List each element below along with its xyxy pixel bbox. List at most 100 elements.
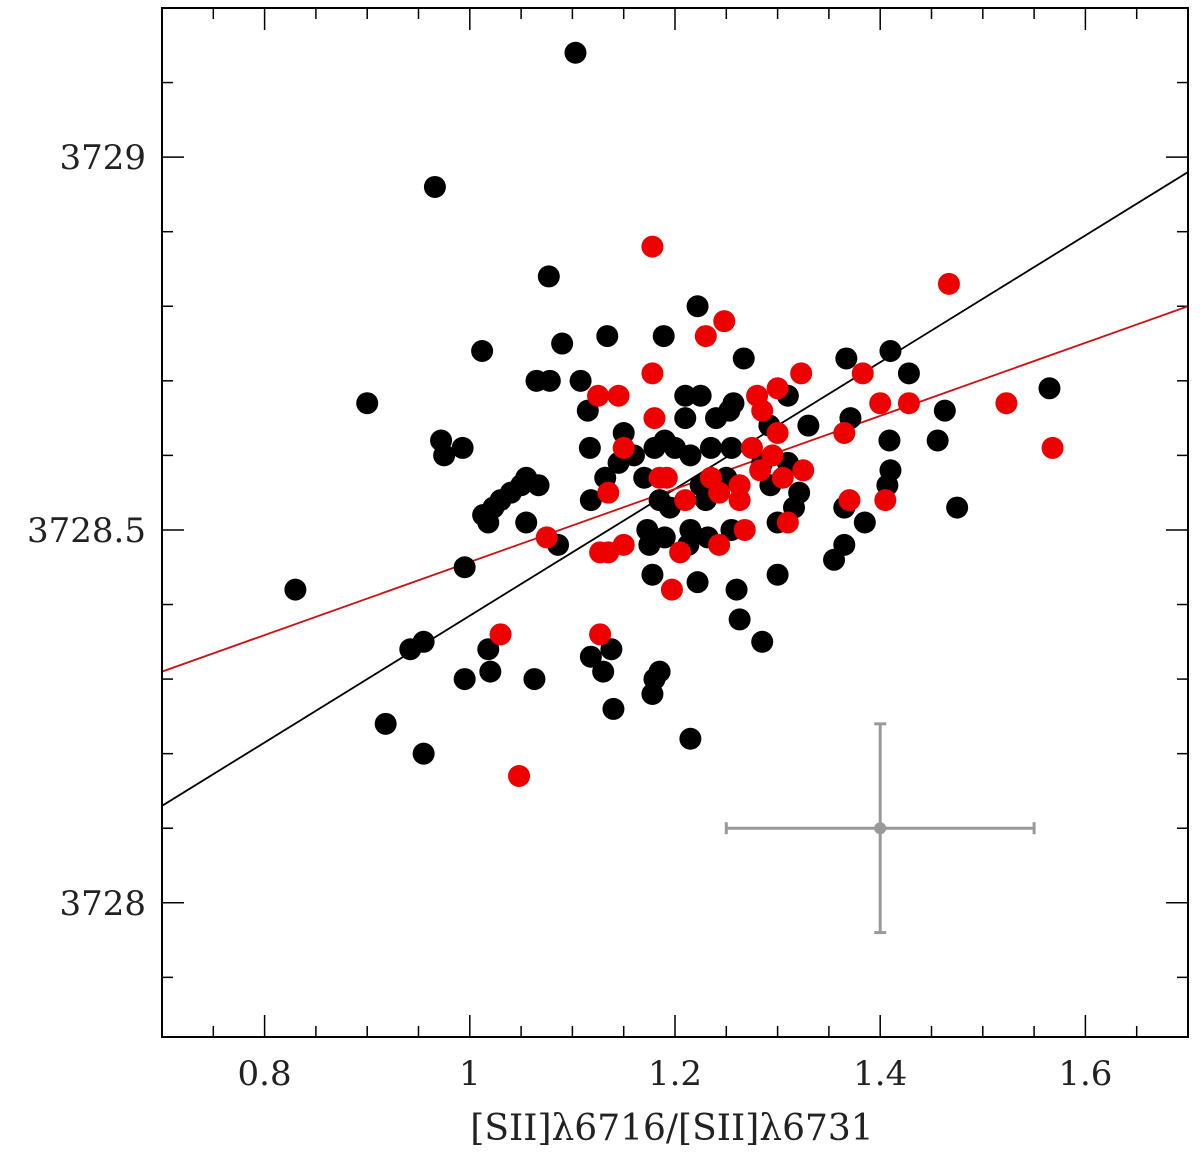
red-point bbox=[995, 392, 1018, 415]
red-point bbox=[489, 623, 512, 646]
red-point bbox=[535, 526, 558, 549]
black-point bbox=[641, 563, 664, 586]
red-point bbox=[660, 578, 683, 601]
red-point bbox=[643, 407, 666, 430]
x-axis-label: [SII]λ6716/[SII]λ6731 bbox=[470, 1108, 873, 1149]
red-point bbox=[937, 272, 960, 295]
y-tick-label: 3728.5 bbox=[27, 511, 146, 551]
red-point bbox=[740, 436, 763, 459]
black-point bbox=[569, 369, 592, 392]
black-point bbox=[592, 660, 615, 683]
black-point bbox=[766, 563, 789, 586]
red-point bbox=[792, 459, 815, 482]
black-point bbox=[579, 645, 602, 668]
red-point bbox=[751, 399, 774, 422]
red-point bbox=[851, 362, 874, 385]
black-point bbox=[933, 399, 956, 422]
black-point bbox=[878, 429, 901, 452]
black-point bbox=[718, 399, 741, 422]
red-point bbox=[897, 392, 920, 415]
red-point bbox=[766, 422, 789, 445]
red-point bbox=[641, 362, 664, 385]
red-point bbox=[641, 235, 664, 258]
red-point bbox=[733, 518, 756, 541]
black-point bbox=[853, 511, 876, 534]
red-point bbox=[761, 444, 784, 467]
black-point bbox=[579, 489, 602, 512]
black-point bbox=[356, 392, 379, 415]
black-point bbox=[833, 533, 856, 556]
black-point bbox=[674, 384, 697, 407]
black-point bbox=[732, 347, 755, 370]
red-point bbox=[838, 489, 861, 512]
axis-ticks bbox=[161, 7, 1189, 1037]
black-point bbox=[477, 511, 500, 534]
black-point bbox=[638, 533, 661, 556]
red-point bbox=[674, 489, 697, 512]
black-point bbox=[946, 496, 969, 519]
black-point bbox=[797, 414, 820, 437]
black-point bbox=[679, 727, 702, 750]
black-point bbox=[399, 638, 422, 661]
black-point bbox=[728, 608, 751, 631]
error-bar-center bbox=[874, 822, 887, 835]
black-point bbox=[578, 436, 601, 459]
red-point bbox=[669, 541, 692, 564]
red-point bbox=[694, 325, 717, 348]
black-point bbox=[477, 638, 500, 661]
black-point bbox=[686, 295, 709, 318]
black-point bbox=[686, 571, 709, 594]
tick-labels: 0.8 1 1.2 1.4 1.6 3728 3728.5 3729 bbox=[27, 138, 1112, 1094]
black-point bbox=[523, 668, 546, 691]
black-point bbox=[564, 41, 587, 64]
black-point bbox=[725, 578, 748, 601]
black-point bbox=[751, 630, 774, 653]
black-point bbox=[527, 474, 550, 497]
x-tick-label: 1.4 bbox=[853, 1054, 907, 1094]
red-point bbox=[790, 362, 813, 385]
x-tick-label: 1 bbox=[459, 1054, 481, 1094]
black-point bbox=[652, 325, 675, 348]
red-point bbox=[597, 481, 620, 504]
black-point bbox=[1038, 377, 1061, 400]
error-bar bbox=[724, 722, 1036, 935]
black-point bbox=[926, 429, 949, 452]
black-point bbox=[453, 668, 476, 691]
red-point bbox=[597, 541, 620, 564]
black-point bbox=[284, 578, 307, 601]
black-point bbox=[633, 466, 656, 489]
black-point bbox=[679, 444, 702, 467]
red-point bbox=[869, 392, 892, 415]
red-point bbox=[708, 481, 731, 504]
x-tick-label: 1.6 bbox=[1058, 1054, 1112, 1094]
black-point bbox=[641, 683, 664, 705]
red-point bbox=[874, 489, 897, 512]
red-point bbox=[508, 765, 531, 788]
black-point bbox=[510, 474, 533, 497]
red-point bbox=[728, 489, 751, 512]
red-point bbox=[708, 533, 731, 556]
black-point bbox=[515, 511, 538, 534]
black-point bbox=[551, 332, 574, 355]
plot-frame bbox=[161, 7, 1189, 1038]
black-point bbox=[879, 340, 902, 362]
black-point bbox=[596, 325, 619, 348]
fit-lines bbox=[162, 171, 1188, 807]
black-point bbox=[674, 407, 697, 430]
red-fit-line bbox=[162, 305, 1188, 673]
black-point bbox=[689, 384, 712, 407]
black-point bbox=[720, 436, 743, 459]
black-point bbox=[537, 265, 560, 288]
red-point bbox=[766, 377, 789, 400]
black-point bbox=[423, 175, 446, 198]
red-point bbox=[771, 466, 794, 489]
x-tick-label: 1.2 bbox=[648, 1054, 702, 1094]
red-point bbox=[713, 310, 736, 333]
red-point bbox=[833, 422, 856, 445]
black-point bbox=[374, 712, 397, 735]
red-point bbox=[589, 623, 612, 646]
black-point bbox=[602, 697, 625, 720]
black-point bbox=[897, 362, 920, 385]
black-point bbox=[479, 660, 502, 683]
